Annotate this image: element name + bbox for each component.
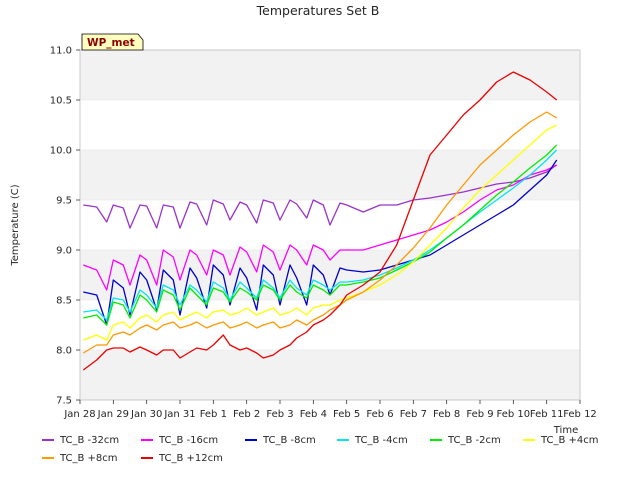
series-line-tc-b-2cm bbox=[83, 144, 558, 326]
x-tick-label: Feb 11 bbox=[530, 409, 564, 420]
series-line-tc-b-12cm bbox=[82, 71, 558, 371]
series-line-tc-b-4cm bbox=[83, 124, 557, 341]
x-axis-label: Time bbox=[553, 425, 578, 436]
x-tick-label: Jan 30 bbox=[130, 409, 162, 420]
x-tick-label: Jan 31 bbox=[163, 409, 195, 420]
series-line-tc-b-8cm bbox=[83, 159, 558, 326]
x-tick-label: Feb 4 bbox=[300, 409, 327, 420]
grid-band bbox=[80, 350, 580, 400]
y-tick-label: 9.5 bbox=[56, 196, 72, 207]
series-line-tc-b-32cm bbox=[83, 164, 558, 229]
y-tick-label: 7.5 bbox=[56, 396, 72, 407]
x-tick-label: Feb 2 bbox=[233, 409, 260, 420]
y-tick-label: 11.0 bbox=[50, 46, 72, 57]
series-line-tc-b-16cm bbox=[83, 164, 557, 291]
x-tick-label: Jan 29 bbox=[97, 409, 129, 420]
y-tick-label: 8.5 bbox=[56, 296, 72, 307]
series-layer bbox=[82, 71, 558, 371]
x-tick-label: Feb 12 bbox=[563, 409, 597, 420]
legend-label: TC_B -32cm bbox=[59, 435, 119, 446]
legend-label: TC_B -8cm bbox=[262, 435, 316, 446]
wp-met-badge-box bbox=[81, 33, 144, 51]
x-tick-label: Feb 5 bbox=[333, 409, 360, 420]
chart-title: Temperatures Set B bbox=[256, 3, 380, 18]
series-line-tc-b-8cm bbox=[82, 111, 558, 354]
x-tick-label: Feb 1 bbox=[200, 409, 227, 420]
y-axis-label: Temperature (C) bbox=[10, 184, 21, 266]
legend-label: TC_B +12cm bbox=[158, 453, 223, 464]
x-axis-ticks: Jan 28 Jan 29 Jan 30 Jan 31 Feb 1 Feb 2 Feb 3 F… bbox=[63, 400, 597, 420]
legend-label: TC_B +8cm bbox=[59, 453, 118, 464]
grid-band bbox=[80, 50, 580, 100]
y-tick-label: 10.0 bbox=[50, 146, 72, 157]
plot-frame bbox=[79, 49, 581, 401]
y-tick-label: 10.5 bbox=[50, 96, 72, 107]
grid-band bbox=[80, 150, 580, 200]
y-axis-ticks: 7.5 8.0 8.5 9.0 9.5 10.0 10.5 11.0 bbox=[50, 46, 80, 407]
x-tick-label: Feb 3 bbox=[266, 409, 293, 420]
x-tick-label: Jan 28 bbox=[63, 409, 95, 420]
x-tick-label: Feb 6 bbox=[366, 409, 393, 420]
x-tick-label: Feb 9 bbox=[466, 409, 493, 420]
y-tick-label: 9.0 bbox=[56, 246, 72, 257]
legend-label: TC_B +4cm bbox=[540, 435, 599, 446]
legend-label: TC_B -16cm bbox=[158, 435, 218, 446]
legend: TC_B -32cm TC_B -16cm TC_B -8cm TC_B -4cm TC… bbox=[42, 435, 599, 464]
wp-met-badge: WP_met bbox=[81, 33, 144, 51]
grid-band bbox=[80, 250, 580, 300]
x-tick-label: Feb 7 bbox=[400, 409, 427, 420]
x-tick-label: Feb 10 bbox=[497, 409, 531, 420]
legend-label: TC_B -4cm bbox=[354, 435, 408, 446]
y-tick-label: 8.0 bbox=[56, 346, 72, 357]
legend-label: TC_B -2cm bbox=[447, 435, 501, 446]
wp-met-badge-text: WP_met bbox=[87, 37, 135, 49]
x-tick-label: Feb 8 bbox=[433, 409, 460, 420]
